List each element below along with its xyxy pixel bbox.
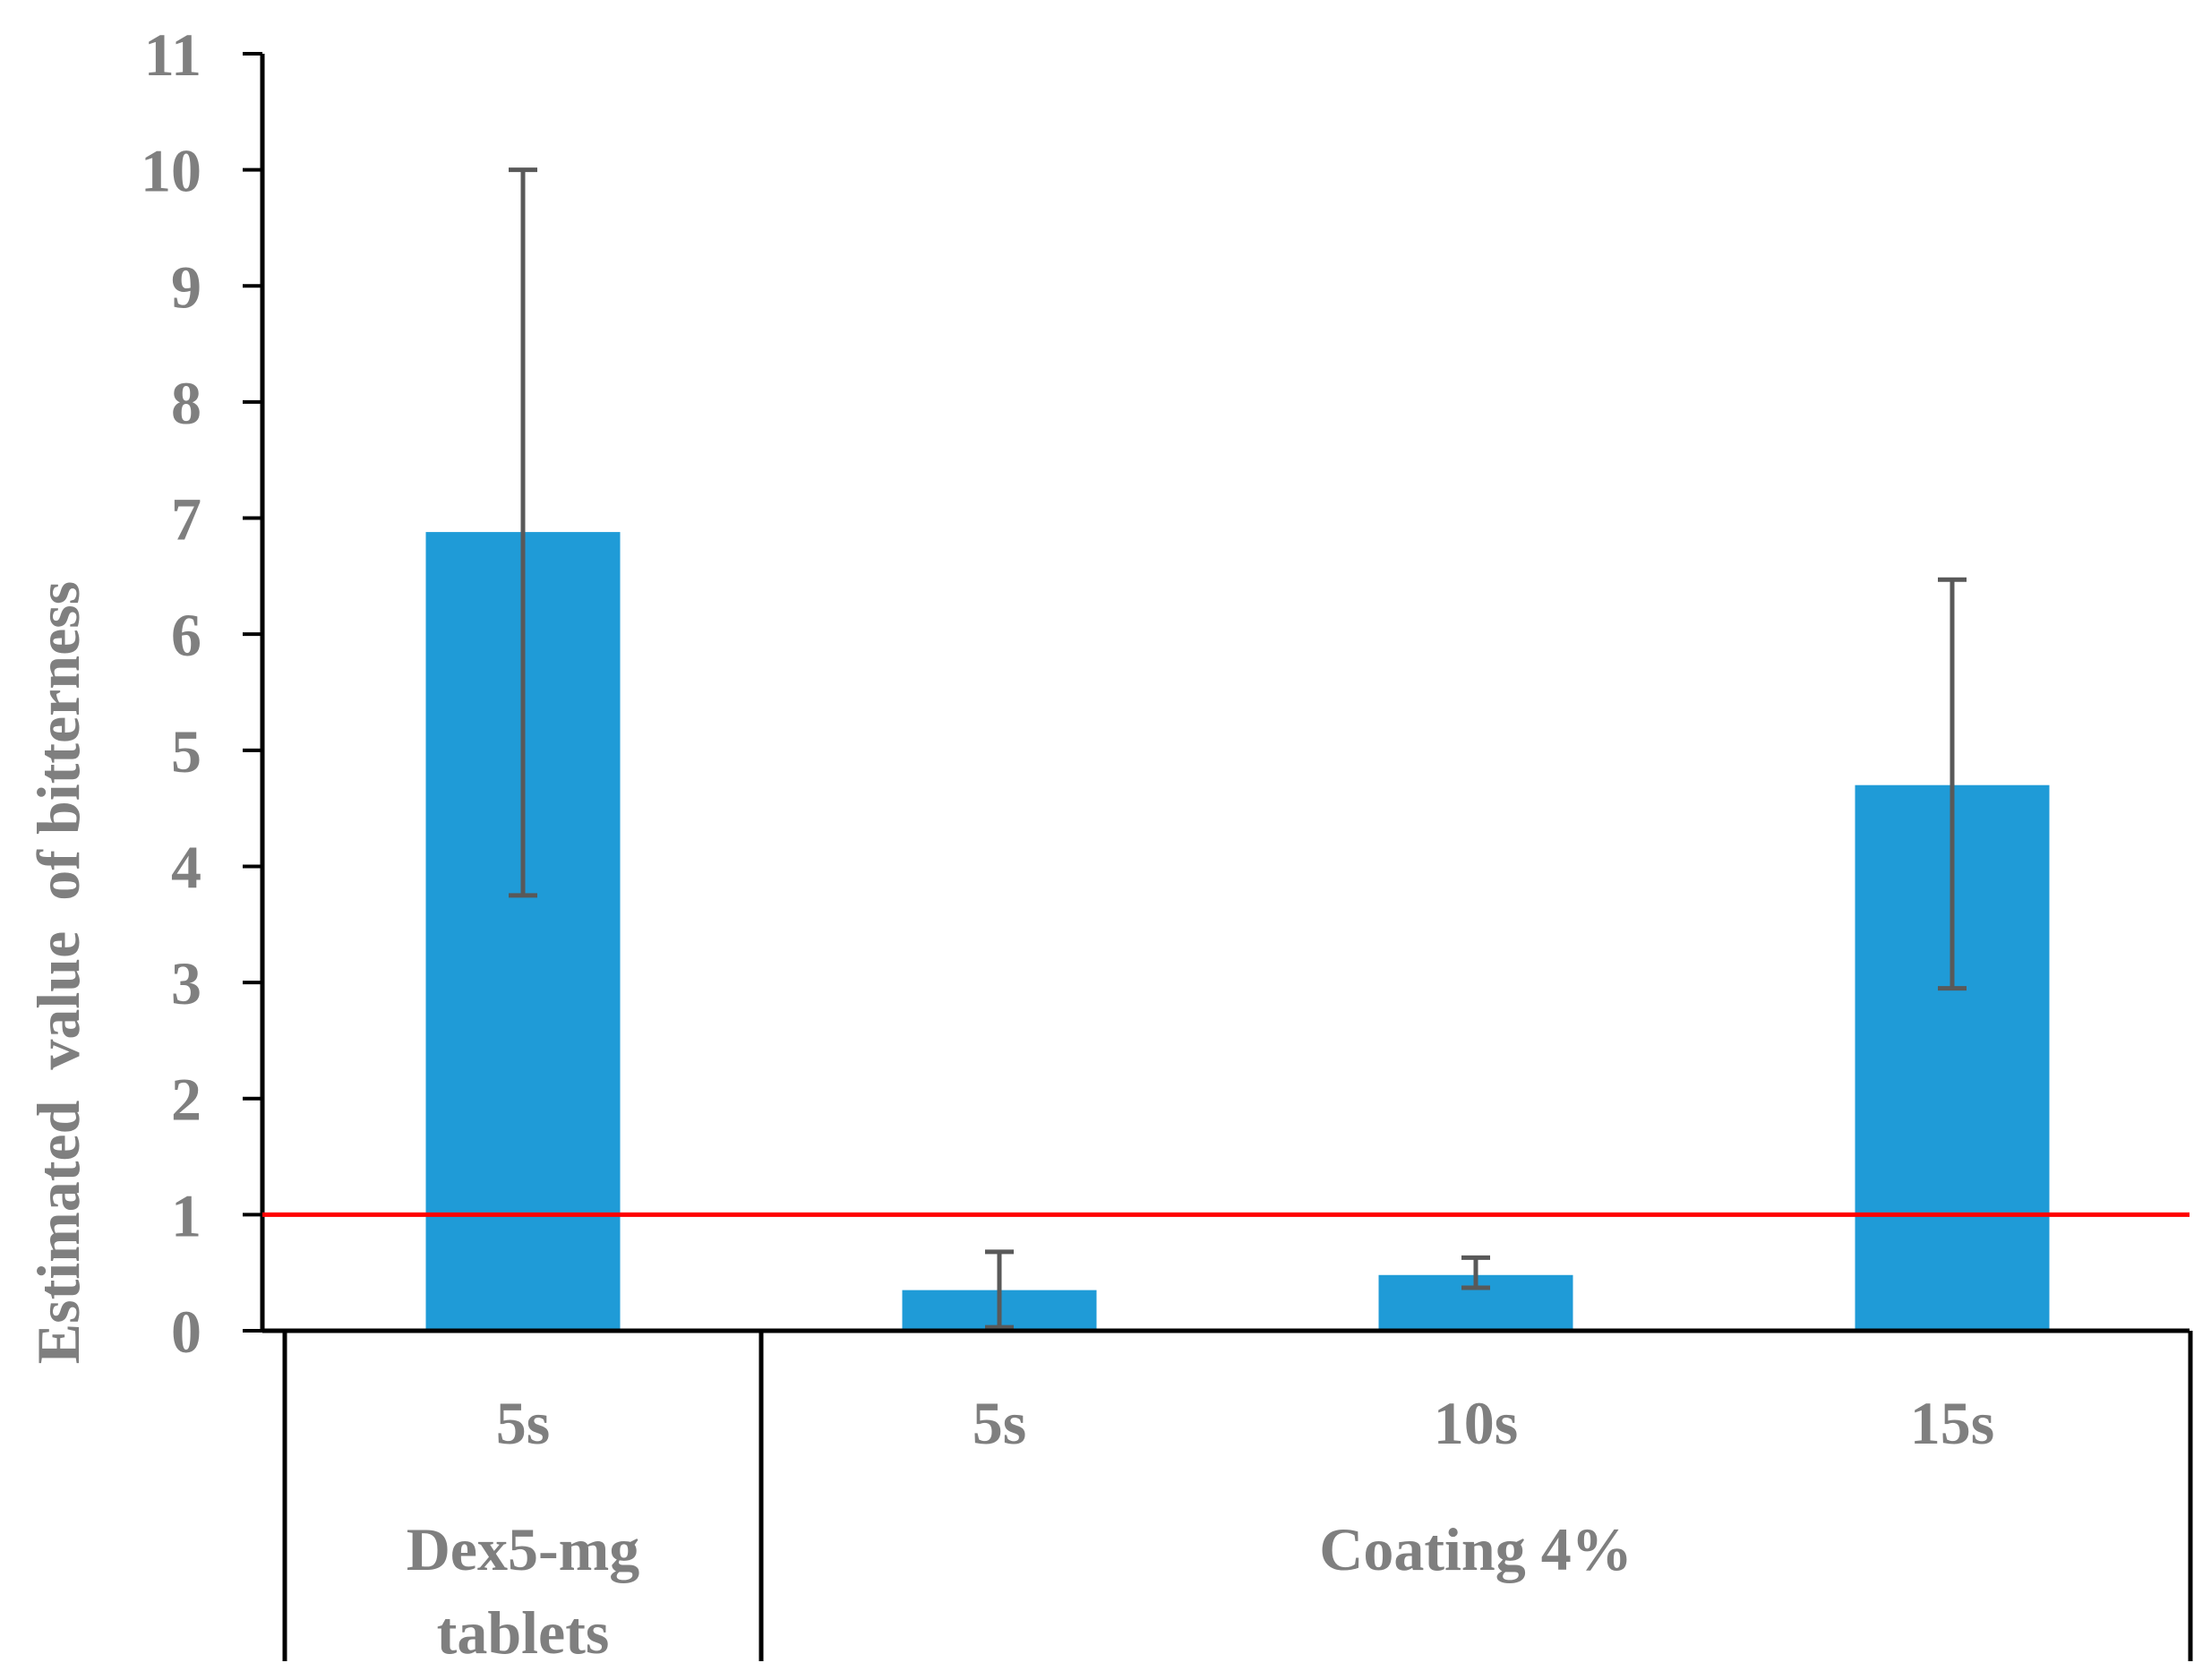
y-tick-label: 9: [171, 253, 201, 321]
y-tick-label: 0: [171, 1298, 201, 1366]
y-tick-label: 8: [171, 369, 201, 437]
y-tick-label: 4: [171, 833, 201, 901]
group-label: Dex5-mg: [407, 1515, 640, 1583]
y-tick-label: 1: [171, 1181, 201, 1249]
y-tick-label: 6: [171, 601, 201, 669]
category-label: 5s: [496, 1389, 550, 1457]
y-tick-label: 2: [171, 1066, 201, 1134]
category-label: 5s: [973, 1389, 1026, 1457]
category-label: 10s: [1434, 1389, 1518, 1457]
group-label: Coating 4%: [1319, 1515, 1632, 1583]
y-tick-label: 5: [171, 717, 201, 785]
y-tick-label: 7: [171, 485, 201, 553]
y-axis-title: Estimated value of bitterness: [24, 581, 92, 1364]
category-label: 15s: [1910, 1389, 1994, 1457]
y-tick-label: 10: [141, 137, 201, 205]
plot-marks: 0 1 2 3 4 5 6 7 8 9 10 11 5s 5s 10s 15s Dex5-mg tablets Co…: [141, 21, 2193, 1667]
y-tick-label: 11: [144, 21, 201, 89]
group-label: tablets: [437, 1599, 610, 1667]
y-tick-label: 3: [171, 949, 201, 1017]
